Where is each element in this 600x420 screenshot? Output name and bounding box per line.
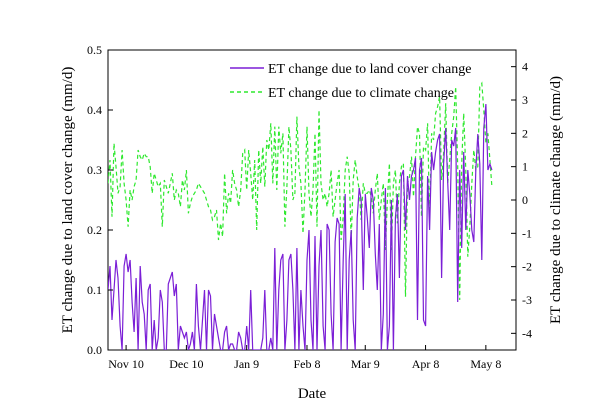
series-line-land-cover bbox=[108, 103, 493, 350]
right-y-axis: -4 -3 -2 -1 0 1 2 3 4 bbox=[511, 60, 532, 340]
x-tick-label: Jan 9 bbox=[234, 357, 259, 371]
right-tick-label: -4 bbox=[522, 326, 532, 340]
left-tick-label: 0.3 bbox=[87, 163, 102, 177]
left-tick-label: 0.2 bbox=[87, 223, 102, 237]
x-tick-label: Mar 9 bbox=[351, 357, 380, 371]
x-tick-label: May 8 bbox=[470, 357, 501, 371]
right-tick-label: -1 bbox=[522, 226, 532, 240]
legend-label-land-cover: ET change due to land cover change bbox=[268, 62, 471, 77]
series-line-climate bbox=[108, 81, 493, 301]
x-axis: Nov 10 Dec 10 Jan 9 Feb 8 Mar 9 Apr 8 May 8 bbox=[108, 345, 501, 371]
series-layer bbox=[108, 81, 493, 350]
left-y-axis-title: ET change due to land cover change (mm/d… bbox=[60, 67, 76, 334]
left-y-axis: 0.0 0.1 0.2 0.3 0.4 0.5 bbox=[87, 43, 113, 357]
right-tick-label: 2 bbox=[522, 126, 528, 140]
left-tick-label: 0.1 bbox=[87, 283, 102, 297]
x-axis-title: Date bbox=[298, 386, 327, 402]
right-tick-label: 3 bbox=[522, 93, 528, 107]
x-tick-label: Feb 8 bbox=[293, 357, 320, 371]
x-tick-label: Apr 8 bbox=[412, 357, 440, 371]
x-tick-label: Dec 10 bbox=[169, 357, 203, 371]
right-tick-label: 4 bbox=[522, 60, 528, 74]
legend-label-climate: ET change due to climate change bbox=[268, 86, 454, 101]
right-tick-label: 1 bbox=[522, 160, 528, 174]
left-tick-label: 0.0 bbox=[87, 343, 102, 357]
legend: ET change due to land cover change ET ch… bbox=[230, 62, 471, 101]
left-tick-label: 0.5 bbox=[87, 43, 102, 57]
right-tick-label: -2 bbox=[522, 260, 532, 274]
x-tick-label: Nov 10 bbox=[108, 357, 144, 371]
right-tick-label: 0 bbox=[522, 193, 528, 207]
right-y-axis-title: ET change due to climate change (mm/d) bbox=[548, 76, 564, 324]
right-tick-label: -3 bbox=[522, 293, 532, 307]
left-tick-label: 0.4 bbox=[87, 103, 102, 117]
